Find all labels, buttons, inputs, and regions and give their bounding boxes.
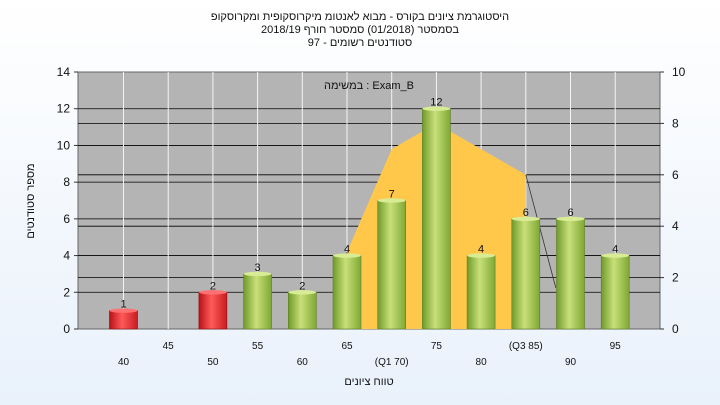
y2-tick-label: 2 [672,271,679,285]
x-tick-label: 55 [252,341,264,352]
histogram-bar [377,200,407,330]
y-tick-label: 0 [63,322,70,336]
y-tick-label: 14 [57,65,71,79]
bar-value-label: 3 [255,262,261,274]
histogram-bar-cap [198,290,227,295]
y-tick-label: 2 [63,285,70,299]
histogram-bar [422,108,451,330]
histogram-bar [109,310,138,330]
x-tick-label: (Q1 70) [375,357,409,368]
histogram-bar [511,218,541,330]
chart-title-line-3: 97 - סטודנטים רשומים [307,37,413,49]
histogram-bar-cap [556,216,585,222]
histogram-bar-cap [601,253,630,258]
y-tick-label: 10 [57,138,71,152]
band-edge-right [525,174,557,288]
histogram-bar [243,273,272,330]
bar-value-label: 1 [120,299,126,311]
x-tick-label: 45 [163,341,175,352]
bar-value-label: 6 [523,207,529,219]
bar-value-label: 2 [299,280,305,292]
y-tick-label: 6 [63,212,70,226]
histogram-bar-cap [288,290,317,295]
x-tick-label: 95 [610,341,622,352]
bar-value-label: 2 [210,280,216,292]
x-tick-label: 90 [565,357,577,368]
y2-tick-label: 6 [672,168,679,182]
chart-title-line-1: היסטוגרמת ציונים בקורס - מבוא לאנטומ מיק… [210,11,510,23]
x-tick-label: 65 [341,341,353,352]
histogram-bar-cap [333,253,361,258]
x-tick-label: 40 [118,357,130,368]
histogram-bar [198,291,228,330]
y-tick-label: 12 [57,102,71,116]
chart-annotation: במשימה : Exam_B [324,80,414,92]
histogram-bar-cap [243,271,272,277]
x-axis-label: טווח ציונים [344,376,393,388]
y2-tick-label: 10 [672,65,686,79]
y2-tick-label: 4 [672,219,679,233]
histogram-bar-cap [422,106,451,111]
y2-tick-label: 8 [672,116,679,130]
histogram-bar-cap [377,198,406,203]
histogram-bar-cap [511,216,540,222]
x-tick-label: 50 [207,357,219,368]
bar-value-label: 12 [430,97,442,109]
y-axis-label: מספר סטודנטים [25,163,37,238]
bar-value-label: 4 [344,244,350,256]
histogram-bar [287,291,317,330]
bar-value-label: 6 [567,207,573,219]
histogram-bar-cap [467,253,496,258]
x-tick-label: 80 [476,357,488,368]
y2-tick-label: 0 [672,322,679,336]
bar-value-label: 4 [612,244,618,256]
x-tick-label: (Q3 85) [509,341,543,352]
y-tick-label: 4 [63,249,70,263]
y-tick-label: 8 [63,175,70,189]
histogram-bar-cap [109,308,138,313]
bar-value-label: 4 [478,244,484,256]
histogram-bar [332,255,362,330]
histogram-bar [556,218,585,330]
x-tick-label: 60 [297,357,309,368]
x-tick-label: 75 [431,341,443,352]
bar-value-label: 7 [389,189,395,201]
histogram-bar [600,255,630,330]
chart-title-line-2: בסמסטר (01/2018) סמסטר חורף 2018/19 [260,24,460,36]
histogram-bar [466,255,496,330]
